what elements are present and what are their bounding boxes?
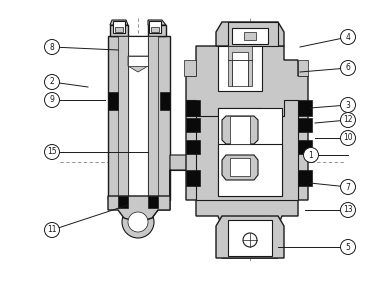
Text: 6: 6 [345,64,350,72]
Polygon shape [230,158,250,176]
Polygon shape [138,155,196,222]
Circle shape [341,239,355,254]
Polygon shape [128,56,148,72]
Text: 2: 2 [50,78,54,87]
Polygon shape [149,21,161,33]
Circle shape [45,93,59,108]
Polygon shape [222,155,258,180]
Text: 9: 9 [50,95,54,105]
Polygon shape [228,46,252,60]
Polygon shape [232,52,248,60]
Text: 12: 12 [343,116,353,124]
Polygon shape [113,21,125,33]
Text: 10: 10 [343,133,353,143]
Text: 5: 5 [345,243,350,252]
Polygon shape [148,196,158,208]
Polygon shape [218,46,262,91]
Polygon shape [298,118,312,132]
Circle shape [341,60,355,76]
Polygon shape [186,100,200,116]
Polygon shape [222,116,258,144]
Polygon shape [218,144,282,196]
Polygon shape [115,27,123,32]
Polygon shape [298,170,312,186]
Circle shape [243,233,257,247]
Polygon shape [160,92,170,110]
Polygon shape [108,92,118,110]
Circle shape [341,30,355,45]
Text: 4: 4 [345,32,350,41]
Text: 13: 13 [343,206,353,214]
Circle shape [128,212,148,232]
Polygon shape [184,60,196,76]
Polygon shape [298,60,308,76]
Polygon shape [118,196,128,208]
Polygon shape [128,56,148,66]
Polygon shape [244,32,256,40]
Circle shape [341,202,355,218]
Polygon shape [186,118,200,132]
Polygon shape [248,60,252,86]
Circle shape [341,97,355,112]
Circle shape [304,147,319,162]
Circle shape [341,179,355,195]
Polygon shape [228,220,272,256]
Text: 11: 11 [47,225,57,235]
Circle shape [45,222,59,237]
Polygon shape [298,100,312,116]
Circle shape [341,112,355,128]
Polygon shape [148,20,166,25]
Polygon shape [228,22,278,46]
Polygon shape [108,196,170,222]
Polygon shape [228,60,232,86]
Text: 8: 8 [50,43,54,51]
Polygon shape [110,20,128,25]
Polygon shape [128,36,148,196]
Text: 7: 7 [345,183,350,191]
Circle shape [45,39,59,55]
Polygon shape [232,28,268,44]
Polygon shape [186,46,308,258]
Polygon shape [186,170,200,186]
Polygon shape [186,100,298,200]
Polygon shape [218,108,282,196]
Polygon shape [108,36,170,200]
Text: 15: 15 [47,147,57,156]
Polygon shape [148,36,158,201]
Circle shape [45,145,59,160]
Text: 1: 1 [308,151,313,160]
Polygon shape [216,216,284,258]
Text: 3: 3 [345,101,350,110]
Polygon shape [298,140,312,154]
Polygon shape [232,60,248,86]
Polygon shape [148,25,166,36]
Polygon shape [151,27,159,32]
Circle shape [122,206,154,238]
Polygon shape [118,36,128,201]
Polygon shape [170,155,196,170]
Polygon shape [110,25,128,36]
Polygon shape [186,140,200,154]
Polygon shape [216,22,284,46]
Circle shape [45,74,59,89]
Polygon shape [230,116,250,144]
Circle shape [341,131,355,145]
